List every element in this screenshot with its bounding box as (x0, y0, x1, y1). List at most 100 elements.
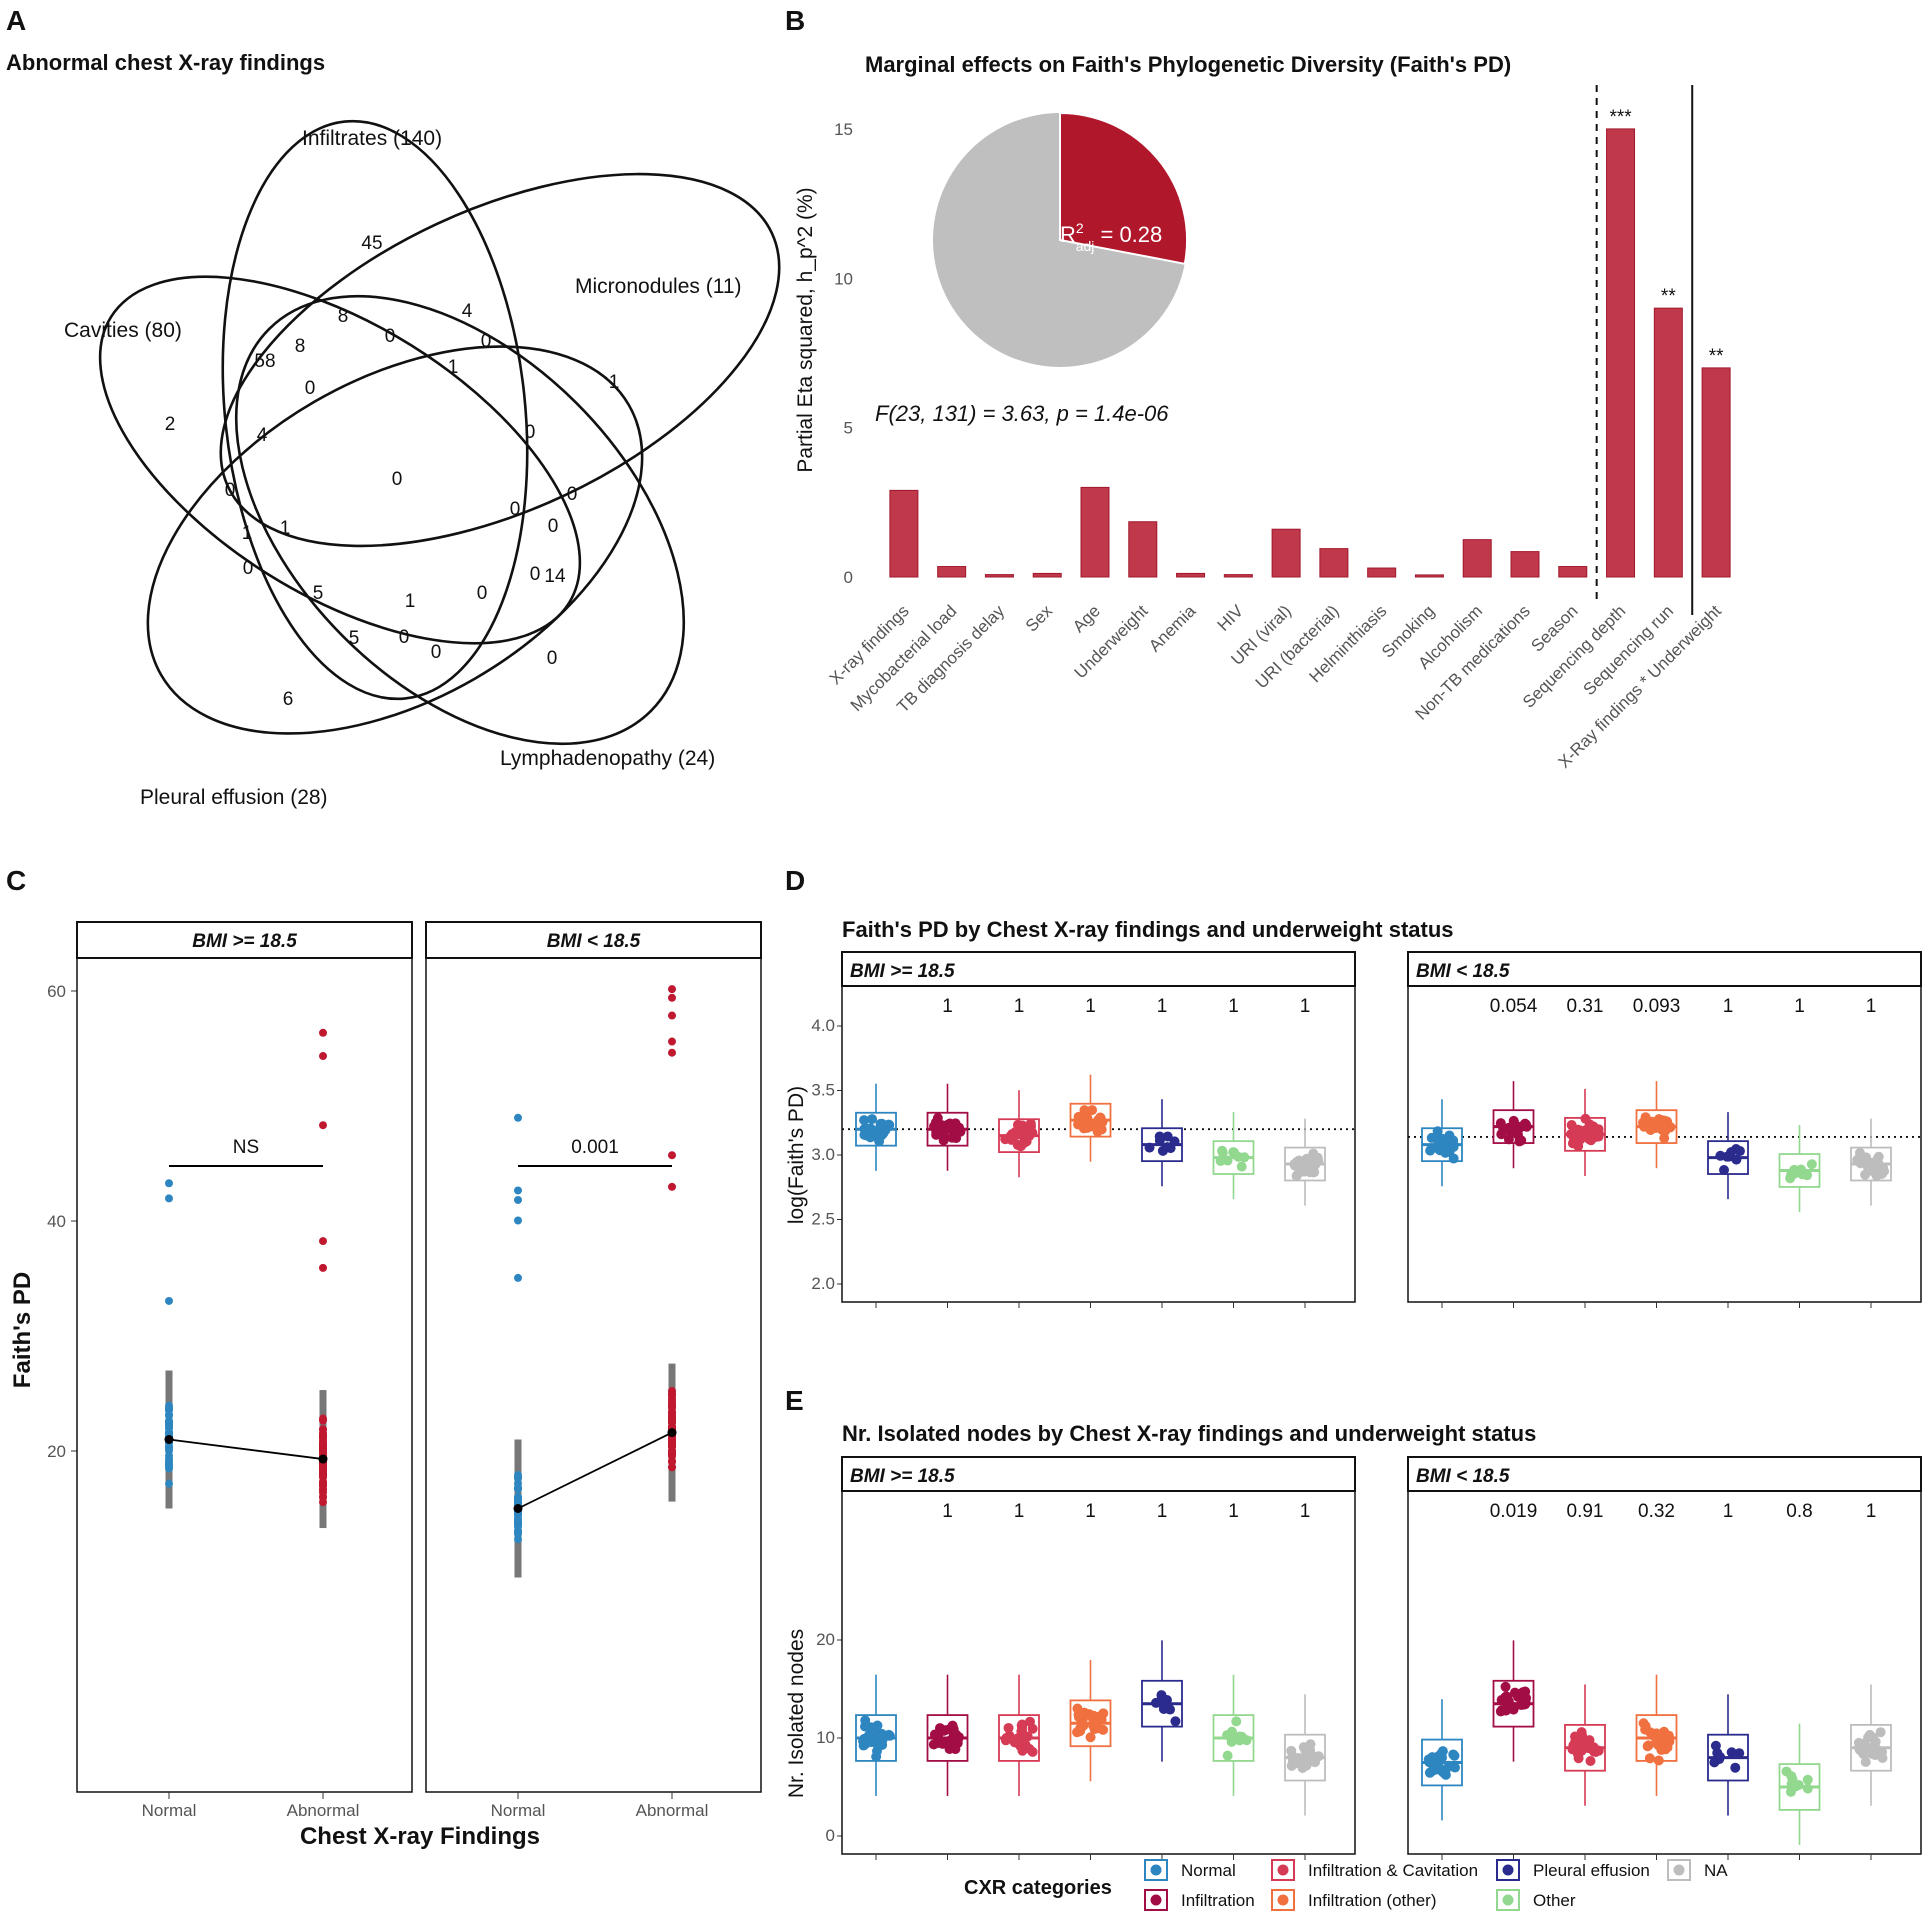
data-point (165, 1479, 173, 1488)
data-point (1502, 1124, 1513, 1135)
data-point (1085, 1732, 1096, 1743)
data-point (1305, 1746, 1316, 1757)
data-point (165, 1464, 173, 1473)
data-point (1170, 1716, 1181, 1727)
significance-label: ** (1709, 346, 1724, 367)
y-tick-label: 0 (826, 1826, 835, 1845)
mean-line (168, 1438, 324, 1460)
data-point (1802, 1774, 1813, 1785)
data-point (668, 985, 676, 994)
y-tick-label: 60 (47, 982, 66, 1001)
bar (1606, 128, 1636, 578)
data-point (934, 1124, 945, 1135)
bar (1414, 574, 1444, 578)
venn-region-value: 14 (544, 566, 566, 587)
data-point (1802, 1783, 1813, 1794)
p-value-label: 1 (942, 1501, 953, 1522)
x-tick-label: HIV (1214, 601, 1248, 635)
data-point (319, 1237, 327, 1246)
data-point (1734, 1146, 1745, 1157)
p-value-label: 1 (1866, 996, 1877, 1017)
p-value-label: 1 (1014, 996, 1025, 1017)
legend-key-point (1502, 1864, 1514, 1876)
venn-region-value: 0 (481, 331, 492, 352)
data-point (319, 1472, 327, 1481)
facet-strip-label: BMI >= 18.5 (850, 1466, 955, 1487)
p-value-label: 0.32 (1638, 1501, 1675, 1522)
data-point (1025, 1118, 1036, 1129)
data-point (1653, 1755, 1664, 1766)
data-point (1437, 1752, 1448, 1763)
venn-region-value: 0 (530, 564, 541, 585)
data-point (165, 1411, 173, 1420)
data-point (1074, 1726, 1085, 1737)
legend-title: CXR categories (964, 1877, 1112, 1899)
y-tick-label: 40 (47, 1212, 66, 1231)
data-point (514, 1273, 522, 1282)
p-value-label: 1 (1300, 1501, 1311, 1522)
data-point (859, 1115, 870, 1126)
bar (984, 574, 1014, 578)
data-point (1019, 1127, 1030, 1138)
legend-item-label: Normal (1181, 1861, 1236, 1880)
venn-region-value: 0 (477, 583, 488, 604)
data-point (928, 1739, 939, 1750)
venn-region-value: 1 (609, 372, 620, 393)
data-point (1516, 1135, 1527, 1146)
data-point (1872, 1153, 1883, 1164)
y-tick-label: 20 (47, 1442, 66, 1461)
bar (1032, 572, 1062, 578)
data-point (319, 1052, 327, 1061)
data-point (1286, 1760, 1297, 1771)
facet-panel (425, 957, 762, 1793)
data-point (319, 1432, 327, 1441)
x-axis-label: Chest X-ray Findings (300, 1823, 540, 1850)
data-point (858, 1740, 869, 1751)
legend: CXR categories Normal Infiltration Infiltra… (964, 1859, 1728, 1911)
venn-region-value: 58 (254, 351, 275, 372)
significance-label: ** (1661, 286, 1676, 307)
panel-a-title: Abnormal chest X-ray findings (6, 50, 325, 75)
data-point (668, 1463, 676, 1472)
venn-region-value: 8 (295, 336, 306, 357)
p-value-label: 1 (1228, 996, 1239, 1017)
data-point (1639, 1121, 1650, 1132)
chart-b-title: Marginal effects on Faith's Phylogenetic… (865, 52, 1511, 77)
panel-d-title: Faith's PD by Chest X-ray findings and u… (842, 917, 1454, 942)
data-point (1144, 1142, 1155, 1153)
y-tick-label: 3.0 (811, 1145, 835, 1164)
bar (1367, 567, 1397, 578)
venn-region-value: 0 (525, 422, 536, 443)
p-value-label: 1 (1228, 1501, 1239, 1522)
legend-key-point (1277, 1894, 1289, 1906)
y-tick-label: 2.0 (811, 1274, 835, 1293)
data-point (1859, 1738, 1870, 1749)
data-point (1715, 1150, 1726, 1161)
bar (889, 489, 919, 578)
data-point (1297, 1761, 1308, 1772)
venn-label-micronodules: Micronodules (11) (575, 275, 742, 298)
data-point (668, 1442, 676, 1451)
data-point (1734, 1748, 1745, 1759)
venn-diagram (98, 119, 781, 746)
venn-ellipse-lymph (234, 294, 686, 746)
data-point (1508, 1704, 1519, 1715)
data-point (1500, 1681, 1511, 1692)
y-tick-label: 15 (834, 120, 853, 139)
data-point (1644, 1753, 1655, 1764)
venn-label-lymph: Lymphadenopathy (24) (500, 747, 715, 770)
data-point (1022, 1731, 1033, 1742)
panel-e-letter: E (785, 1385, 804, 1416)
data-point (1226, 1736, 1237, 1747)
f-statistic: F(23, 131) = 3.63, p = 1.4e-06 (875, 401, 1169, 426)
venn-region-value: 2 (165, 414, 176, 435)
y-tick-label: 3.5 (811, 1081, 835, 1100)
legend-key-point (1673, 1864, 1685, 1876)
data-point (668, 1402, 676, 1411)
p-value-label: 1 (1723, 996, 1734, 1017)
data-point (319, 1028, 327, 1037)
data-point (1651, 1737, 1662, 1748)
p-value-label: 1 (1866, 1501, 1877, 1522)
data-point (514, 1529, 522, 1538)
